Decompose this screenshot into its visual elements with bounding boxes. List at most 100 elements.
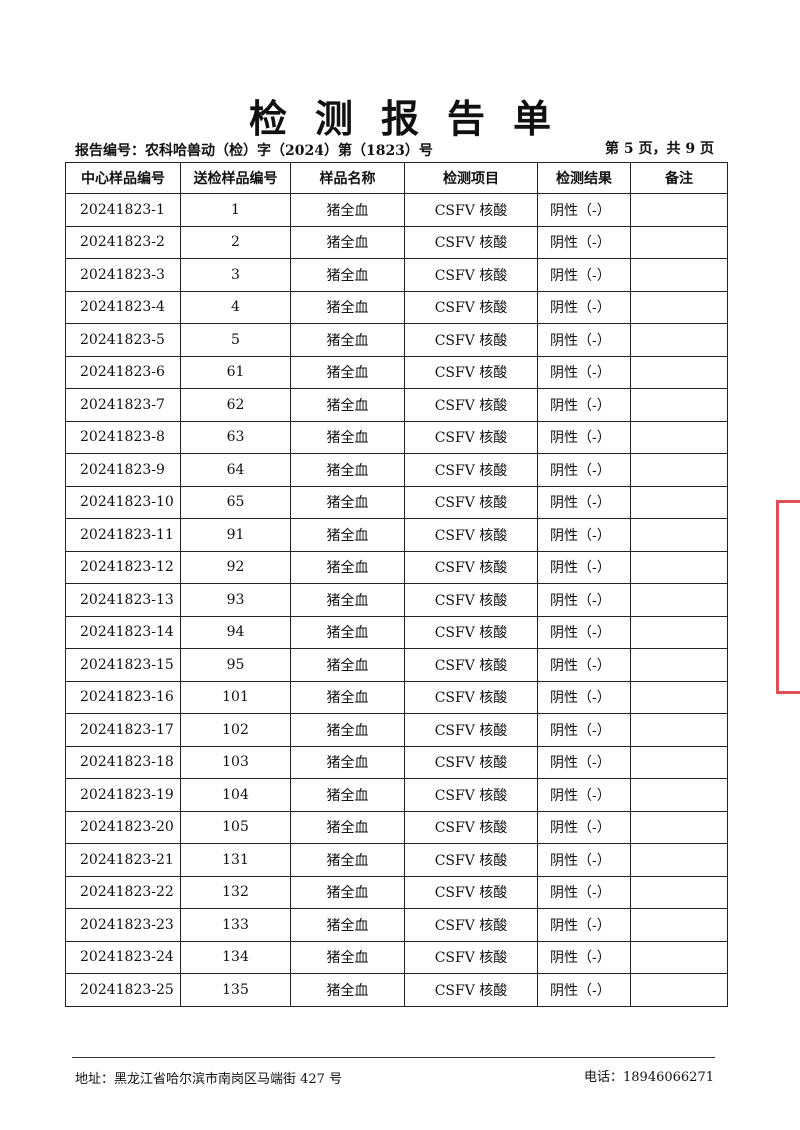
table-row: 20241823-25 135 猪全血 CSFV 核酸 阴性（-） — [65, 973, 728, 1007]
table-cell: 20241823-1 — [65, 193, 181, 227]
table-cell: 133 — [180, 908, 291, 942]
empty-cell — [630, 615, 728, 649]
table-cell: CSFV 核酸 — [404, 323, 538, 357]
table-row: 20241823-3 3 猪全血 CSFV 核酸 阴性（-） — [65, 258, 728, 292]
table-row: 20241823-22 132 猪全血 CSFV 核酸 阴性（-） — [65, 875, 728, 909]
table-row: 20241823-8 63 猪全血 CSFV 核酸 阴性（-） — [65, 420, 728, 454]
table-cell: 阴性（-） — [537, 583, 631, 617]
table-row: 20241823-15 95 猪全血 CSFV 核酸 阴性（-） — [65, 648, 728, 682]
table-cell: 阴性（-） — [537, 485, 631, 519]
table-cell: 猪全血 — [290, 258, 405, 292]
table-row: 20241823-13 93 猪全血 CSFV 核酸 阴性（-） — [65, 583, 728, 617]
table-cell: 猪全血 — [290, 193, 405, 227]
table-cell: 猪全血 — [290, 388, 405, 422]
table-cell: 3 — [180, 258, 291, 292]
table-cell: 91 — [180, 518, 291, 552]
empty-cell — [630, 810, 728, 844]
empty-cell — [630, 713, 728, 747]
table-cell: 20241823-14 — [65, 615, 181, 649]
empty-cell — [630, 290, 728, 324]
table-cell: 102 — [180, 713, 291, 747]
table-cell: 20241823-16 — [65, 680, 181, 714]
empty-cell — [630, 648, 728, 682]
table-cell: 阴性（-） — [537, 258, 631, 292]
table-row: 20241823-23 133 猪全血 CSFV 核酸 阴性（-） — [65, 908, 728, 942]
page-number: 第 5 页，共 9 页 — [605, 141, 714, 157]
table-cell: 猪全血 — [290, 420, 405, 454]
column-header: 检测结果 — [537, 162, 631, 194]
table-row: 20241823-5 5 猪全血 CSFV 核酸 阴性（-） — [65, 323, 728, 357]
table-cell: CSFV 核酸 — [404, 908, 538, 942]
table-cell: CSFV 核酸 — [404, 745, 538, 779]
table-cell: CSFV 核酸 — [404, 258, 538, 292]
table-cell: CSFV 核酸 — [404, 453, 538, 487]
empty-cell — [630, 680, 728, 714]
table-row: 20241823-21 131 猪全血 CSFV 核酸 阴性（-） — [65, 843, 728, 877]
table-cell: 猪全血 — [290, 680, 405, 714]
table-cell: 阴性（-） — [537, 908, 631, 942]
table-cell: 20241823-17 — [65, 713, 181, 747]
table-cell: 20241823-20 — [65, 810, 181, 844]
empty-cell — [630, 940, 728, 974]
table-cell: 阴性（-） — [537, 420, 631, 454]
table-cell: 猪全血 — [290, 713, 405, 747]
address: 地址：黑龙江省哈尔滨市南岗区马端街 427 号 — [75, 1072, 343, 1087]
table-cell: 猪全血 — [290, 290, 405, 324]
table-cell: CSFV 核酸 — [404, 485, 538, 519]
table-cell: 猪全血 — [290, 810, 405, 844]
table-cell: 阴性（-） — [537, 388, 631, 422]
table-cell: 20241823-3 — [65, 258, 181, 292]
table-cell: 135 — [180, 973, 291, 1007]
table-row: 20241823-17 102 猪全血 CSFV 核酸 阴性（-） — [65, 713, 728, 747]
table-cell: 阴性（-） — [537, 518, 631, 552]
table-cell: CSFV 核酸 — [404, 940, 538, 974]
table-row: 20241823-20 105 猪全血 CSFV 核酸 阴性（-） — [65, 810, 728, 844]
table-cell: 阴性（-） — [537, 973, 631, 1007]
table-row: 20241823-14 94 猪全血 CSFV 核酸 阴性（-） — [65, 615, 728, 649]
table-cell: 104 — [180, 778, 291, 812]
table-row: 20241823-1 1 猪全血 CSFV 核酸 阴性（-） — [65, 193, 728, 227]
table-cell: 20241823-23 — [65, 908, 181, 942]
table-cell: 61 — [180, 355, 291, 389]
table-cell: 63 — [180, 420, 291, 454]
table-cell: 2 — [180, 225, 291, 259]
table-cell: 20241823-18 — [65, 745, 181, 779]
table-cell: 103 — [180, 745, 291, 779]
table-cell: 阴性（-） — [537, 843, 631, 877]
table-cell: 猪全血 — [290, 940, 405, 974]
table-cell: 20241823-13 — [65, 583, 181, 617]
empty-cell — [630, 745, 728, 779]
table-cell: 阴性（-） — [537, 550, 631, 584]
table-cell: CSFV 核酸 — [404, 225, 538, 259]
phone: 电话：18946066271 — [584, 1070, 714, 1085]
report-number: 报告编号：农科哈兽动（检）字（2024）第（1823）号 — [75, 143, 433, 159]
column-header: 检测项目 — [404, 162, 538, 194]
table-cell: CSFV 核酸 — [404, 388, 538, 422]
title: 检测报告单 — [248, 96, 579, 141]
empty-cell — [630, 550, 728, 584]
table-cell: CSFV 核酸 — [404, 355, 538, 389]
table-cell: 131 — [180, 843, 291, 877]
table-row: 20241823-10 65 猪全血 CSFV 核酸 阴性（-） — [65, 485, 728, 519]
table-cell: 猪全血 — [290, 778, 405, 812]
empty-cell — [630, 258, 728, 292]
table-row: 20241823-9 64 猪全血 CSFV 核酸 阴性（-） — [65, 453, 728, 487]
table-cell: 1 — [180, 193, 291, 227]
table-cell: 阴性（-） — [537, 615, 631, 649]
table-cell: 20241823-7 — [65, 388, 181, 422]
table-cell: 猪全血 — [290, 550, 405, 584]
table-cell: 阴性（-） — [537, 323, 631, 357]
table-cell: 猪全血 — [290, 518, 405, 552]
empty-cell — [630, 355, 728, 389]
table-cell: 132 — [180, 875, 291, 909]
empty-cell — [630, 323, 728, 357]
table-row: 20241823-16 101 猪全血 CSFV 核酸 阴性（-） — [65, 680, 728, 714]
empty-cell — [630, 908, 728, 942]
table-cell: 阴性（-） — [537, 225, 631, 259]
table-cell: 20241823-5 — [65, 323, 181, 357]
table-cell: CSFV 核酸 — [404, 875, 538, 909]
table-cell: 猪全血 — [290, 745, 405, 779]
empty-cell — [630, 875, 728, 909]
table-cell: 猪全血 — [290, 843, 405, 877]
